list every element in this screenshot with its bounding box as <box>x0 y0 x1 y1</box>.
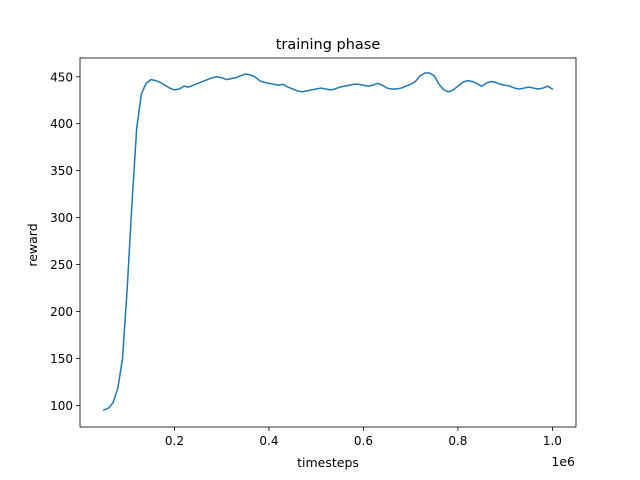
x-axis-label: timesteps <box>297 455 359 470</box>
y-tick-label: 400 <box>50 117 73 131</box>
y-tick-label: 150 <box>50 352 73 366</box>
axes-frame <box>79 57 577 428</box>
y-tick-label: 450 <box>50 70 73 84</box>
y-tick-label: 100 <box>50 399 73 413</box>
y-axis-label: reward <box>25 223 40 266</box>
y-axis-ticks: 100 150 200 250 300 350 400 450 <box>50 70 80 413</box>
y-tick-label: 250 <box>50 258 73 272</box>
y-tick-label: 350 <box>50 164 73 178</box>
x-axis-ticks: 0.2 0.4 0.6 0.8 1.0 <box>165 427 562 448</box>
y-tick-label: 300 <box>50 211 73 225</box>
plot-area <box>102 72 554 411</box>
chart-title: training phase <box>276 37 381 53</box>
x-tick-label: 0.6 <box>354 434 373 448</box>
y-tick-label: 200 <box>50 305 73 319</box>
x-tick-label: 0.8 <box>448 434 467 448</box>
x-axis-offset-text: 1e6 <box>551 454 575 469</box>
x-tick-label: 1.0 <box>543 434 562 448</box>
x-tick-label: 0.2 <box>165 434 184 448</box>
x-tick-label: 0.4 <box>259 434 278 448</box>
reward-series-line <box>102 72 554 411</box>
